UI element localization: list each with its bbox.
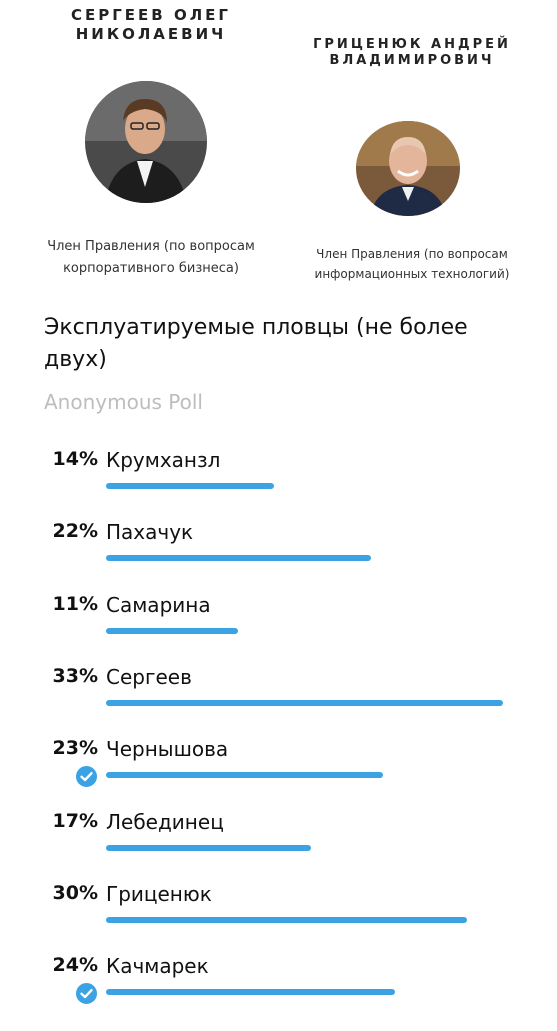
poll-option-label: Гриценюк (106, 882, 212, 906)
avatar (356, 121, 460, 216)
poll-question: Эксплуатируемые пловцы (не более двух) (44, 315, 468, 372)
poll-option-bar (106, 483, 274, 489)
poll-option[interactable]: 22% Пахачук (0, 520, 557, 580)
person-role-line: информационных технологий) (314, 267, 510, 282)
avatar (85, 81, 207, 203)
poll-option[interactable]: 33% Сергеев (0, 665, 557, 725)
poll-option-label: Чернышова (106, 737, 229, 761)
person-role: Член Правления (по вопросам информационн… (297, 244, 527, 285)
poll-option-percent: 24% (52, 954, 98, 976)
person-name-line: ВЛАДИМИРОВИЧ (329, 53, 495, 69)
poll-option[interactable]: 14% Крумханзл (0, 448, 557, 508)
person-role-line: Член Правления (по вопросам (47, 239, 255, 254)
poll-option-percent: 11% (52, 593, 98, 615)
poll-option-label: Лебединец (106, 810, 224, 834)
poll-option-percent: 22% (52, 520, 98, 542)
poll-option-percent: 30% (52, 882, 98, 904)
poll-option-bar (106, 772, 383, 778)
poll-option-label: Сергеев (106, 665, 192, 689)
poll-option-label: Самарина (106, 593, 211, 617)
poll-option[interactable]: 24% Качмарек (0, 954, 557, 1014)
check-circle-icon (75, 982, 98, 1005)
poll-option[interactable]: 23% Чернышова (0, 737, 557, 797)
poll-option-bar (106, 555, 371, 561)
poll-option-bar (106, 917, 467, 923)
poll-option-label: Крумханзл (106, 448, 221, 472)
poll-option-bar (106, 989, 395, 995)
poll-option-label: Качмарек (106, 954, 209, 978)
person-name-line: СЕРГЕЕВ ОЛЕГ (71, 6, 231, 24)
check-circle-icon (75, 765, 98, 788)
person-name: СЕРГЕЕВ ОЛЕГ НИКОЛАЕВИЧ (20, 6, 282, 44)
person-role-line: Член Правления (по вопросам (316, 247, 508, 261)
poll-option-percent: 33% (52, 665, 98, 687)
person-name-line: ГРИЦЕНЮК АНДРЕЙ (313, 37, 511, 52)
portrait-image (85, 81, 207, 203)
portrait-image (356, 121, 460, 216)
poll-type-label: Anonymous Poll (44, 390, 203, 414)
poll-option-bar (106, 700, 503, 706)
person-role-line: корпоративного бизнеса) (63, 261, 239, 277)
poll-option[interactable]: 17% Лебединец (0, 810, 557, 870)
poll-option-percent: 17% (52, 810, 98, 832)
poll-option-bar (106, 628, 238, 634)
poll-option-percent: 23% (52, 737, 98, 759)
person-role: Член Правления (по вопросам корпоративно… (20, 236, 282, 280)
poll-option[interactable]: 11% Самарина (0, 593, 557, 653)
poll-option-percent: 14% (52, 448, 98, 470)
person-name-line: НИКОЛАЕВИЧ (75, 24, 227, 43)
poll-option[interactable]: 30% Гриценюк (0, 882, 557, 942)
person-name: ГРИЦЕНЮК АНДРЕЙ ВЛАДИМИРОВИЧ (297, 37, 527, 70)
poll-option-bar (106, 845, 311, 851)
poll-option-label: Пахачук (106, 520, 194, 544)
